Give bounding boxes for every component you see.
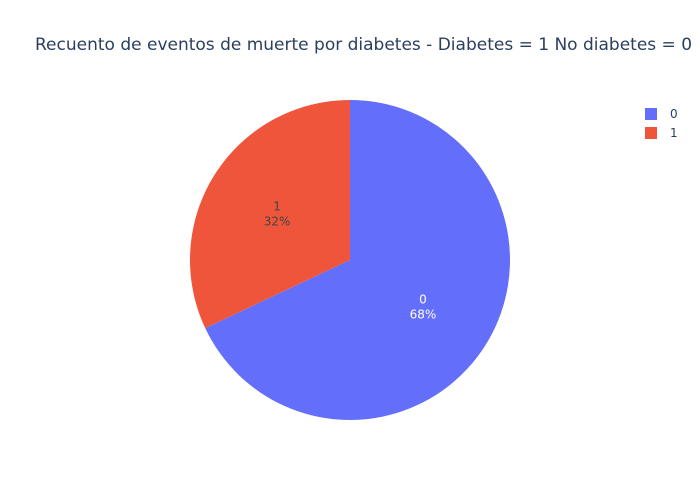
slice-percent-0: 68% [410,307,437,321]
pie-slice-1[interactable] [189,100,350,329]
legend-label-0[interactable]: 0 [670,107,678,121]
legend-swatch-1[interactable] [645,127,657,139]
legend: 01 [645,107,678,140]
pie-slice-0[interactable] [205,100,511,420]
slice-percent-1: 32% [264,215,291,229]
pie-slice-labels: 068% 132% [264,200,437,322]
legend-label-1[interactable]: 1 [670,126,678,140]
chart-title: Recuento de eventos de muerte por diabet… [35,35,692,55]
pie-slices [189,100,511,420]
slice-label-1: 1 [273,200,281,214]
legend-swatch-0[interactable] [645,108,657,120]
slice-label-0: 0 [419,292,427,306]
